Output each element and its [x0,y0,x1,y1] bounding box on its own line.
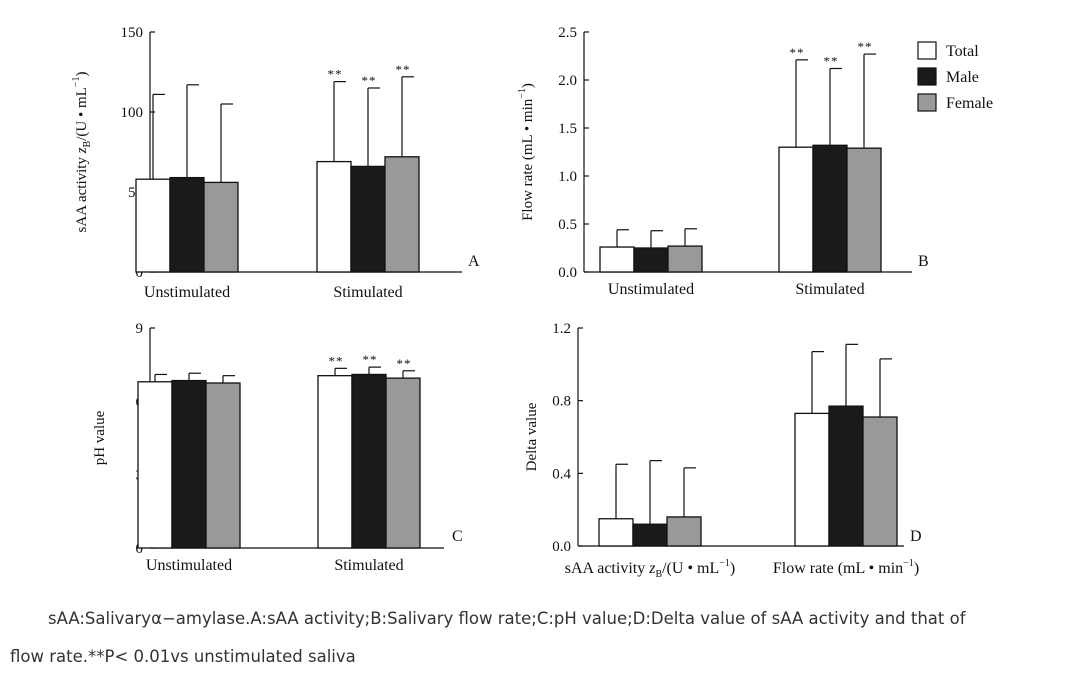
y-tick-label: 100 [121,105,144,121]
category-label-variable: z [648,560,656,577]
y-axis-label: sAA activity zB/(U • mL−1) [71,72,93,233]
bar-female [667,245,703,273]
bar-male [171,379,207,549]
legend: Total Male Female [917,41,993,112]
bar-female [385,377,421,549]
four-panel-bar-figure: 050100150sAA activity zB/(U • mL−1)AUnst… [71,25,993,580]
panel-b: 0.0 0.5 1.0 1.5 2.0 2.5 Flow rate (mL • min−1)… [517,25,929,298]
significance-marker: ** [396,62,411,77]
category-label: Unstimulated [608,281,694,298]
category-label: sAA activity zB/(U • mL−1) [565,558,735,580]
y-tick-label: 150 [121,25,144,41]
y-axis-label-text: sAA activity [74,153,90,232]
y-tick-label: 2.5 [558,25,577,41]
category-label-text-end: ) [730,560,735,577]
y-tick-label: 0.5 [558,217,577,233]
panel-letter: D [910,528,922,545]
bar-male [350,165,386,273]
category-label: Stimulated [795,281,864,298]
significance-marker: ** [329,353,344,368]
category-label: Unstimulated [144,284,230,301]
bar-female [846,147,882,273]
category-label-subscript: B [655,569,662,580]
bar-female [203,181,239,273]
bar-male [633,247,669,273]
y-axis-label-text-mid: /(U • mL [74,87,90,141]
category-label-text: sAA activity [565,560,649,577]
category-label-superscript: −1 [903,558,914,569]
caption-line-2: flow rate.**P< 0.01vs unstimulated saliv… [10,647,356,666]
y-axis-label: Flow rate (mL • min−1) [517,83,536,221]
significance-marker: ** [824,53,839,68]
bar-male [632,523,668,547]
y-axis-label-variable: z [74,147,90,154]
y-tick-label: 1.0 [558,169,577,185]
significance-marker: ** [858,39,873,54]
bar-total [598,518,634,547]
category-label-text-mid: /(U • mL [662,560,719,577]
caption-line-1: sAA:Salivaryα−amylase.A:sAA activity;B:S… [48,609,966,628]
panel-letter: C [452,528,463,545]
y-tick-label: 0.0 [558,265,577,281]
y-tick-label: 0.0 [552,539,571,555]
y-tick-label: 0.4 [552,466,571,482]
y-axis-label: pH value [92,410,108,465]
legend-swatch-female [917,93,937,112]
category-label: Unstimulated [146,557,232,574]
y-tick-label: 0 [136,265,144,281]
panel-a: 050100150sAA activity zB/(U • mL−1)AUnst… [71,25,480,301]
y-axis-label-text: Flow rate (mL • min [520,98,536,221]
y-axis-label-subscript: B [82,140,93,147]
significance-marker: ** [362,73,377,88]
bar-female [384,156,420,273]
category-label-text: Flow rate (mL • min [773,560,903,577]
category-label: Stimulated [334,557,403,574]
panel-c: 0369pH valueCUnstimulatedStimulated*****… [92,321,463,574]
significance-marker: ** [328,67,343,82]
bar-male [351,373,387,549]
bar-female [862,416,898,547]
significance-marker: ** [397,356,412,371]
y-axis-label-text-end: ) [520,83,536,88]
category-label-text-end: ) [914,560,919,577]
y-tick-label: 0 [136,541,144,557]
legend-label-male: Male [946,69,979,86]
category-label: Stimulated [333,284,402,301]
bar-total [137,381,173,549]
bar-total [135,178,171,273]
y-tick-label: 1.5 [558,121,577,137]
significance-marker: ** [790,45,805,60]
category-label-superscript: −1 [719,558,730,569]
y-axis-label-superscript: −1 [517,88,528,99]
bar-total [599,246,635,273]
legend-label-female: Female [946,95,993,112]
y-axis-label: Delta value [524,402,540,471]
legend-label-total: Total [946,43,979,60]
panel-letter: A [468,253,480,270]
figure-caption: sAA:Salivaryα−amylase.A:sAA activity;B:S… [10,600,1070,676]
category-label: Flow rate (mL • min−1) [773,558,919,577]
panel-letter: B [918,253,929,270]
y-tick-label: 9 [136,321,144,337]
bar-total [778,146,814,273]
y-tick-label: 0.8 [552,394,571,410]
bar-female [666,516,702,547]
legend-swatch-total [917,41,937,60]
y-tick-label: 2.0 [558,73,577,89]
y-axis-label-superscript: −1 [71,77,82,88]
bar-male [828,405,864,547]
significance-marker: ** [363,352,378,367]
y-axis-label-text-end: ) [74,72,90,77]
bar-total [316,160,352,273]
bar-male [169,176,205,273]
bar-total [317,375,353,549]
y-tick-label: 1.2 [552,321,571,337]
bar-total [794,412,830,547]
bar-female [205,382,241,549]
legend-swatch-male [917,67,937,86]
bar-male [812,144,848,273]
